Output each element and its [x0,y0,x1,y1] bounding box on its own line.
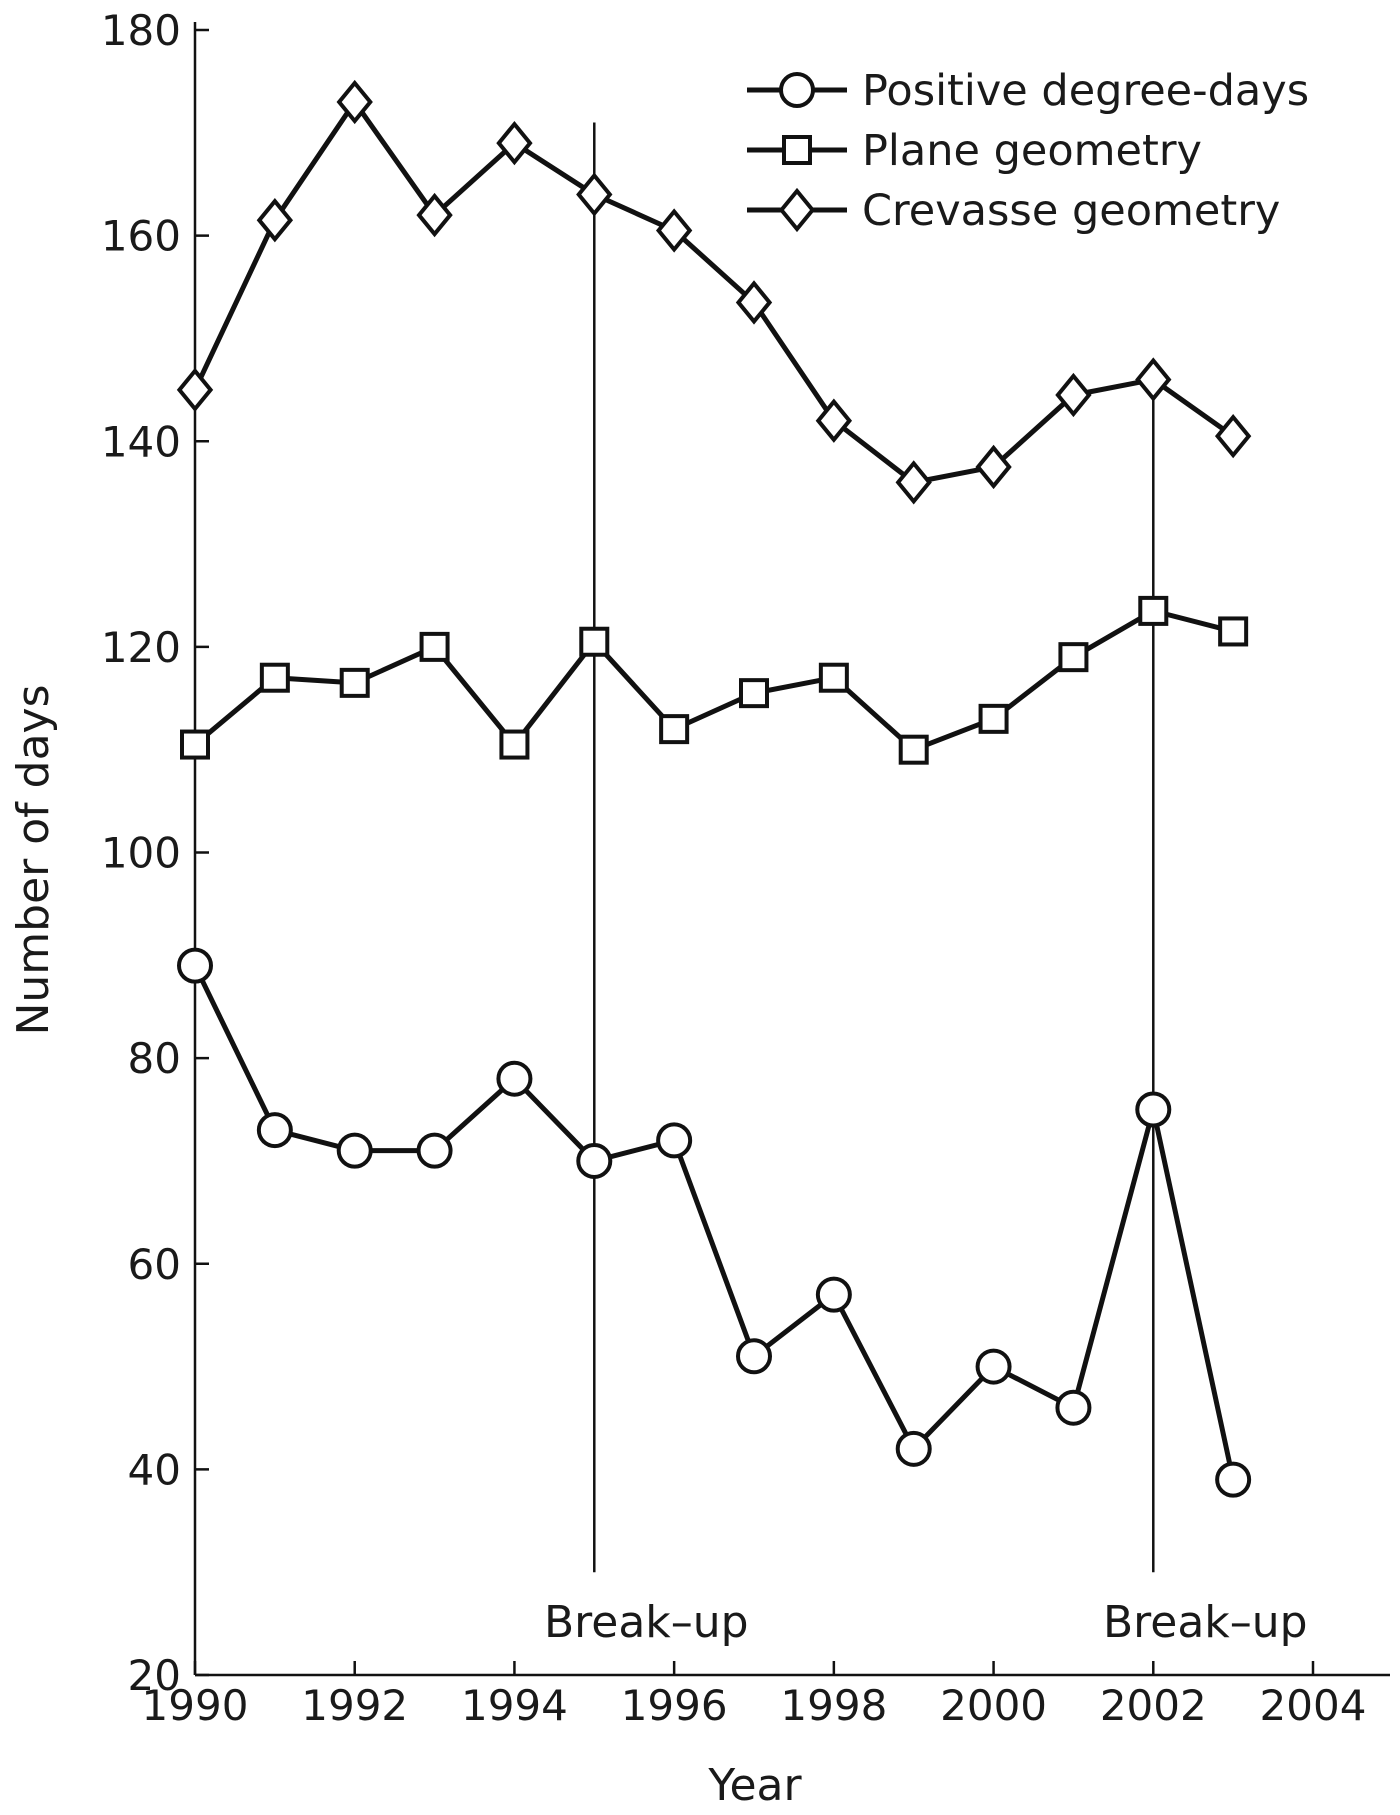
data-point-plane-geometry [419,631,450,662]
y-axis-ticks: 20 40 60 80 100 120 140 160 180 [101,6,209,1700]
break-up-label: Break–up [1103,1597,1308,1648]
data-point-positive-degree-days [975,1348,1012,1385]
legend-swatch-marker [779,72,815,108]
series-plane-geometry [180,595,1249,765]
data-point-plane-geometry [579,626,610,657]
x-tick-label: 2004 [1260,1681,1367,1730]
y-tick-label: 180 [101,6,181,55]
legend-swatch-marker [778,187,816,233]
data-point-plane-geometry [659,714,690,745]
x-tick-label: 2000 [940,1681,1047,1730]
y-axis-title: Number of days [8,685,59,1036]
x-tick-label: 1996 [621,1681,728,1730]
data-point-positive-degree-days [815,1276,852,1313]
data-point-positive-degree-days [177,947,213,984]
data-point-crevasse-geometry [496,120,533,166]
data-point-plane-geometry [818,662,849,693]
data-point-plane-geometry [978,703,1009,734]
data-point-positive-degree-days [895,1430,932,1467]
series-positive-degree-days [177,947,1252,1498]
data-point-positive-degree-days [1215,1461,1252,1498]
data-point-plane-geometry [1138,595,1169,626]
legend-item-crevasse-geometry: Crevasse geometry [747,186,1280,236]
data-point-plane-geometry [259,662,290,693]
data-series [176,79,1252,1498]
data-point-positive-degree-days [336,1132,373,1169]
break-up-annotations: Break–up Break–up [544,122,1308,1648]
y-tick-label: 120 [101,623,181,672]
data-point-plane-geometry [339,667,370,698]
data-point-crevasse-geometry [735,280,773,325]
data-point-positive-degree-days [736,1338,772,1375]
legend-label: Plane geometry [862,126,1202,176]
y-tick-label: 80 [128,1034,181,1083]
series-crevasse-geometry [176,79,1252,505]
data-point-positive-degree-days [1135,1091,1172,1128]
data-point-crevasse-geometry [975,444,1012,490]
data-point-positive-degree-days [496,1060,533,1097]
break-up-label: Break–up [544,1597,749,1648]
x-tick-label: 2002 [1100,1681,1207,1730]
x-tick-label: 1992 [301,1681,408,1730]
data-point-crevasse-geometry [256,198,294,243]
data-point-positive-degree-days [1055,1389,1092,1426]
data-point-positive-degree-days [416,1132,453,1169]
y-tick-label: 60 [128,1240,181,1289]
legend-item-positive-degree-days: Positive degree-days [747,66,1309,116]
data-point-plane-geometry [1218,616,1249,647]
data-point-crevasse-geometry [1055,372,1092,418]
y-tick-label: 160 [101,212,181,261]
x-axis-ticks: 1990 1992 1994 1996 1998 2000 2002 2004 [142,1661,1367,1730]
data-point-positive-degree-days [576,1142,613,1179]
data-point-crevasse-geometry [416,192,453,238]
data-point-plane-geometry [1058,642,1089,673]
data-point-crevasse-geometry [815,398,853,443]
x-axis-title: Year [707,1760,802,1811]
data-point-crevasse-geometry [1135,357,1172,402]
legend-swatch-marker [782,135,812,165]
y-tick-label: 20 [128,1651,181,1700]
series-line-crevasse-geometry [192,99,1235,485]
data-point-crevasse-geometry [176,367,214,412]
data-point-plane-geometry [739,678,769,709]
data-point-crevasse-geometry [336,79,373,125]
x-tick-label: 1998 [780,1681,887,1730]
y-tick-label: 40 [128,1445,181,1494]
data-point-positive-degree-days [656,1122,693,1159]
y-tick-label: 100 [101,829,181,878]
x-tick-label: 1994 [461,1681,568,1730]
data-point-plane-geometry [898,734,929,765]
y-tick-label: 140 [101,417,181,466]
chart-axes: 20 40 60 80 100 120 140 160 180 1990 1992 1994 1996… [8,6,1390,1811]
data-point-crevasse-geometry [655,208,693,253]
data-point-crevasse-geometry [576,172,613,217]
data-point-positive-degree-days [256,1112,293,1149]
data-point-plane-geometry [499,729,530,760]
legend-label: Positive degree-days [862,66,1309,116]
data-point-plane-geometry [180,729,210,760]
legend-label: Crevasse geometry [862,186,1280,236]
data-point-crevasse-geometry [895,460,932,505]
x-tick-label: 1990 [142,1681,249,1730]
data-point-crevasse-geometry [1214,413,1252,459]
legend: Positive degree-days Plane geometry Crevas… [747,66,1309,236]
legend-item-plane-geometry: Plane geometry [747,126,1202,176]
